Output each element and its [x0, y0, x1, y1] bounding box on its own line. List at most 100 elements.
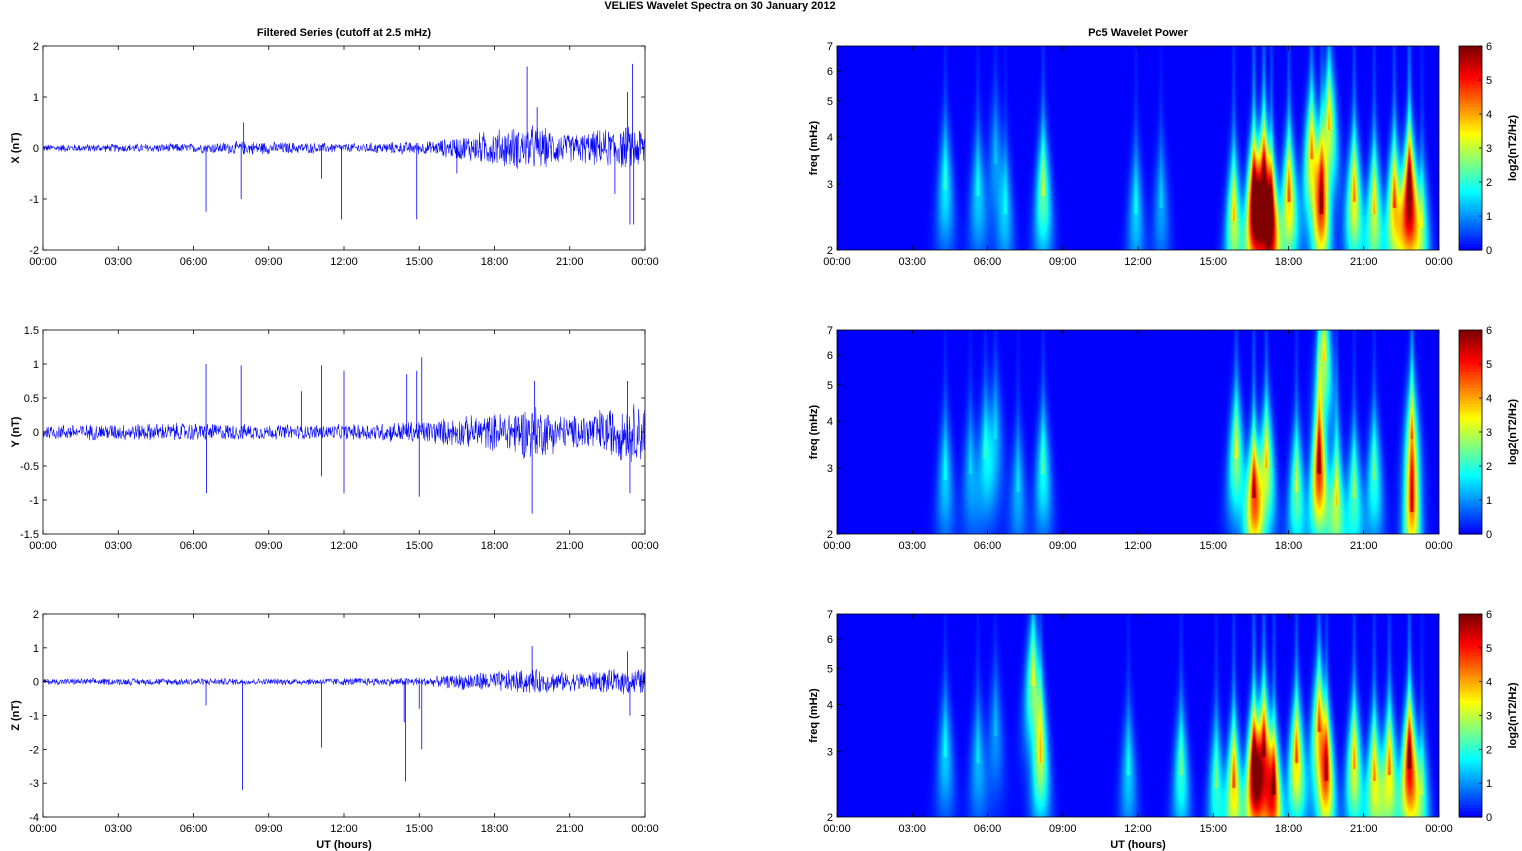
colorbar-segment — [1459, 444, 1482, 449]
colorbar-segment — [1459, 160, 1482, 165]
timeseries-ylabel: Y (nT) — [10, 416, 22, 447]
colorbar-segment — [1459, 530, 1482, 535]
colorbar-segment — [1459, 737, 1482, 742]
wavelet-xtick-label: 12:00 — [1124, 823, 1152, 835]
colorbar-segment — [1459, 189, 1482, 194]
colorbar-segment — [1459, 46, 1482, 50]
timeseries-xtick-label: 00:00 — [631, 540, 659, 552]
colorbar-segment — [1459, 412, 1482, 417]
colorbar-segment — [1459, 384, 1482, 388]
colorbar-segment — [1459, 65, 1482, 69]
colorbar-segment — [1459, 747, 1482, 751]
wavelet-ytick-label: 2 — [827, 812, 833, 824]
colorbar-segment — [1459, 473, 1482, 478]
wavelet-ytick-label: 2 — [827, 245, 833, 257]
colorbar-tick-label: 5 — [1486, 359, 1492, 371]
colorbar-segment — [1459, 97, 1482, 101]
timeseries-xtick-label: 12:00 — [330, 256, 358, 268]
wavelet-xtick-label: 00:00 — [1425, 256, 1453, 268]
colorbar-segment — [1459, 173, 1482, 178]
timeseries-xtick-label: 03:00 — [104, 823, 132, 835]
colorbar-segment — [1459, 677, 1482, 682]
timeseries-ytick-label: -2 — [29, 744, 39, 756]
colorbar-segment — [1459, 447, 1482, 452]
wavelet-ytick-label: 6 — [827, 350, 833, 362]
colorbar-segment — [1459, 144, 1482, 149]
colorbar-segment — [1459, 393, 1482, 398]
timeseries-xtick-label: 06:00 — [180, 256, 208, 268]
colorbar-segment — [1459, 454, 1482, 459]
colorbar-segment — [1459, 403, 1482, 408]
timeseries-xtick-label: 21:00 — [556, 823, 584, 835]
wavelet-ylabel: freq (mHz) — [808, 688, 820, 743]
colorbar-segment — [1459, 377, 1482, 382]
colorbar-segment — [1459, 725, 1482, 729]
colorbar-segment — [1459, 645, 1482, 650]
colorbar-segment — [1459, 785, 1482, 790]
colorbar-segment — [1459, 422, 1482, 427]
timeseries-ytick-label: -0.5 — [20, 461, 39, 473]
timeseries-xtick-label: 00:00 — [631, 256, 659, 268]
timeseries-ylabel: Z (nT) — [10, 700, 22, 731]
colorbar-segment — [1459, 476, 1482, 481]
timeseries-plot-area — [43, 46, 645, 250]
left-xaxis-label: UT (hours) — [316, 839, 372, 851]
colorbar-segment — [1459, 652, 1482, 656]
colorbar-segment — [1459, 718, 1482, 723]
wavelet-xtick-label: 03:00 — [898, 256, 926, 268]
colorbar-tick-label: 4 — [1486, 393, 1492, 405]
colorbar-segment — [1459, 655, 1482, 660]
colorbar-segment — [1459, 511, 1482, 516]
colorbar-segment — [1459, 524, 1482, 529]
right-xaxis-label: UT (hours) — [1110, 839, 1166, 851]
wavelet-ytick-label: 5 — [827, 96, 833, 108]
timeseries-xtick-label: 09:00 — [255, 823, 283, 835]
timeseries-xtick-label: 21:00 — [556, 540, 584, 552]
wavelet-xtick-label: 15:00 — [1199, 540, 1227, 552]
colorbar-segment — [1459, 339, 1482, 344]
wavelet-heatmap — [837, 330, 1439, 534]
wavelet-ytick-label: 5 — [827, 664, 833, 676]
timeseries-ytick-label: 0 — [33, 143, 39, 155]
colorbar-segment — [1459, 775, 1482, 780]
colorbar-segment — [1459, 759, 1482, 764]
timeseries-ytick-label: 1 — [33, 643, 39, 655]
colorbar-segment — [1459, 804, 1482, 809]
colorbar-segment — [1459, 336, 1482, 341]
wavelet-ytick-label: 5 — [827, 380, 833, 392]
wavelet-xtick-label: 09:00 — [1049, 256, 1077, 268]
wavelet-xtick-label: 06:00 — [974, 256, 1002, 268]
colorbar-segment — [1459, 636, 1482, 640]
wavelet-xtick-label: 00:00 — [823, 823, 851, 835]
timeseries-xtick-label: 00:00 — [29, 823, 57, 835]
colorbar-segment — [1459, 614, 1482, 618]
wavelet-ytick-label: 3 — [827, 179, 833, 191]
colorbar-segment — [1459, 813, 1482, 818]
colorbar-segment — [1459, 214, 1482, 219]
colorbar-segment — [1459, 106, 1482, 111]
colorbar-segment — [1459, 794, 1482, 799]
colorbar-tick-label: 0 — [1486, 245, 1492, 257]
colorbar-segment — [1459, 772, 1482, 777]
colorbar-segment — [1459, 387, 1482, 392]
colorbar-segment — [1459, 721, 1482, 726]
wavelet-xtick-label: 12:00 — [1124, 256, 1152, 268]
colorbar-segment — [1459, 658, 1482, 663]
colorbar-tick-label: 5 — [1486, 643, 1492, 655]
colorbar-segment — [1459, 352, 1482, 357]
colorbar-tick-label: 6 — [1486, 41, 1492, 53]
timeseries-ytick-label: 0 — [33, 427, 39, 439]
colorbar-segment — [1459, 788, 1482, 793]
colorbar-segment — [1459, 218, 1482, 222]
colorbar-segment — [1459, 358, 1482, 363]
colorbar-segment — [1459, 740, 1482, 745]
colorbar-segment — [1459, 234, 1482, 238]
wavelet-xtick-label: 15:00 — [1199, 823, 1227, 835]
colorbar-segment — [1459, 483, 1482, 487]
colorbar-segment — [1459, 518, 1482, 522]
colorbar-segment — [1459, 58, 1482, 63]
wavelet-xtick-label: 06:00 — [974, 823, 1002, 835]
colorbar-segment — [1459, 674, 1482, 679]
colorbar-segment — [1459, 419, 1482, 424]
